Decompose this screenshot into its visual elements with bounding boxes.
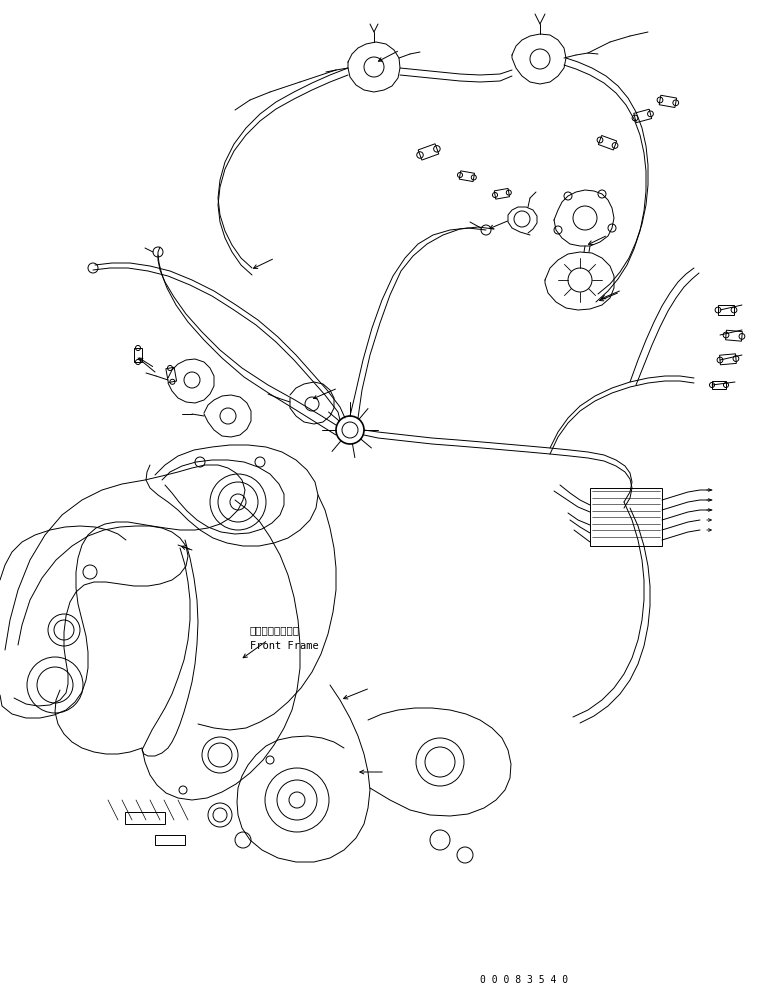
Bar [125,812,165,824]
Bar [590,488,662,546]
Text: Front Frame: Front Frame [250,641,319,651]
Bar [155,835,185,845]
Text: 0 0 0 8 3 5 4 0: 0 0 0 8 3 5 4 0 [480,975,568,985]
Text: フロントフレーム: フロントフレーム [250,625,300,635]
